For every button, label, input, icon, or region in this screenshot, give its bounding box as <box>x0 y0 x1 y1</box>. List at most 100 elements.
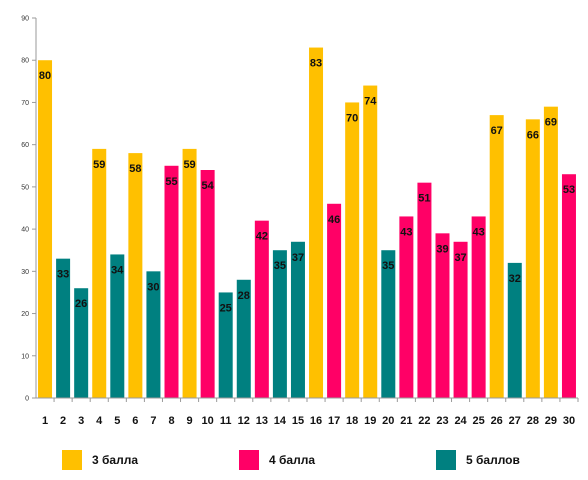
data-label: 42 <box>256 231 268 243</box>
bar <box>507 262 522 398</box>
bar <box>525 119 540 398</box>
y-tick-label: 50 <box>21 184 29 191</box>
x-tick-label: 7 <box>150 415 156 427</box>
legend-item-3-balla: 3 балла <box>62 450 138 470</box>
x-tick-label: 3 <box>78 415 84 427</box>
x-tick-label: 28 <box>527 415 539 427</box>
legend-label-3-balla: 3 балла <box>92 453 139 467</box>
data-label: 51 <box>418 193 430 205</box>
data-label: 55 <box>165 176 177 188</box>
y-tick-label: 80 <box>21 58 29 65</box>
y-tick-label: 10 <box>21 353 29 360</box>
x-tick-label: 1 <box>42 415 48 427</box>
y-axis: 0 10 20 30 40 50 60 70 80 90 <box>21 16 37 403</box>
bar <box>218 292 233 398</box>
bar <box>146 271 161 398</box>
legend-swatch-4-balla <box>239 450 259 470</box>
x-tick-label: 2 <box>60 415 66 427</box>
x-tick-label: 4 <box>96 415 103 427</box>
x-tick-label: 9 <box>187 415 193 427</box>
y-tick-label: 30 <box>21 269 29 276</box>
x-tick-label: 8 <box>168 415 174 427</box>
bar <box>236 279 251 398</box>
legend-swatch-3-balla <box>62 450 82 470</box>
bar <box>38 60 53 398</box>
bar <box>128 153 143 398</box>
legend-item-4-balla: 4 балла <box>239 450 315 470</box>
bar <box>56 258 71 398</box>
x-tick-label: 26 <box>491 415 503 427</box>
x-tick-label: 17 <box>328 415 340 427</box>
x-tick-label: 30 <box>563 415 575 427</box>
bar <box>489 115 504 398</box>
data-label: 80 <box>39 70 51 82</box>
x-tick-label: 23 <box>436 415 448 427</box>
x-axis: 1 2 3 4 5 6 7 8 9 10 11 12 13 14 15 16 17 18 19 20 21 22 23 24 2… <box>36 397 579 427</box>
bar <box>363 85 378 399</box>
data-label: 70 <box>346 112 358 124</box>
data-label: 26 <box>75 298 87 310</box>
data-label: 46 <box>328 214 340 226</box>
data-label: 67 <box>491 125 503 137</box>
x-tick-label: 29 <box>545 415 557 427</box>
x-tick-label: 27 <box>509 415 521 427</box>
data-label: 37 <box>454 252 466 264</box>
x-tick-label: 13 <box>256 415 268 427</box>
x-tick-label: 24 <box>454 415 467 427</box>
bar <box>399 216 414 398</box>
data-label: 28 <box>238 290 250 302</box>
y-tick-label: 70 <box>21 100 29 107</box>
bar <box>290 241 305 398</box>
data-label: 54 <box>202 180 215 192</box>
x-tick-label: 5 <box>114 415 120 427</box>
bar <box>435 233 450 398</box>
y-tick-label: 60 <box>21 142 29 149</box>
data-label: 74 <box>364 96 377 108</box>
data-label: 35 <box>382 260 394 272</box>
data-label: 30 <box>147 281 159 293</box>
bar <box>164 165 179 398</box>
data-label: 39 <box>436 243 448 255</box>
data-label: 32 <box>509 273 521 285</box>
data-label: 53 <box>563 184 575 196</box>
data-label: 37 <box>292 252 304 264</box>
y-tick-label: 90 <box>21 16 29 23</box>
x-tick-label: 15 <box>292 415 304 427</box>
x-tick-label: 18 <box>346 415 358 427</box>
x-tick-label: 20 <box>382 415 394 427</box>
bar <box>381 250 396 398</box>
x-tick-label: 6 <box>132 415 138 427</box>
bar <box>453 241 468 398</box>
bars <box>38 47 576 399</box>
bar <box>200 170 215 398</box>
bar <box>417 182 432 398</box>
legend-swatch-5-ballov <box>436 450 456 470</box>
data-label: 59 <box>183 159 195 171</box>
x-tick-label: 14 <box>274 415 287 427</box>
x-tick-label: 25 <box>473 415 485 427</box>
x-tick-label: 11 <box>220 415 232 427</box>
x-tick-label: 21 <box>400 415 412 427</box>
legend-label-4-balla: 4 балла <box>269 453 316 467</box>
data-label: 58 <box>129 163 141 175</box>
y-tick-label: 40 <box>21 227 29 234</box>
data-label: 33 <box>57 269 69 281</box>
data-label: 69 <box>545 117 557 129</box>
data-labels: 80 33 26 59 34 58 30 55 59 54 25 28 42 35 37 83 46 70 74 35… <box>39 58 575 315</box>
legend-item-5-ballov: 5 баллов <box>436 450 520 470</box>
bar <box>309 47 324 399</box>
data-label: 59 <box>93 159 105 171</box>
legend-label-5-ballov: 5 баллов <box>466 453 520 467</box>
data-label: 34 <box>111 264 124 276</box>
data-label: 25 <box>220 302 232 314</box>
x-tick-label: 19 <box>364 415 376 427</box>
y-tick-label: 20 <box>21 311 29 318</box>
data-label: 66 <box>527 129 539 141</box>
x-tick-label: 22 <box>418 415 430 427</box>
bar <box>327 203 342 398</box>
bar <box>74 288 89 398</box>
bar <box>272 250 287 398</box>
y-tick-label: 0 <box>25 396 29 403</box>
data-label: 83 <box>310 58 322 70</box>
